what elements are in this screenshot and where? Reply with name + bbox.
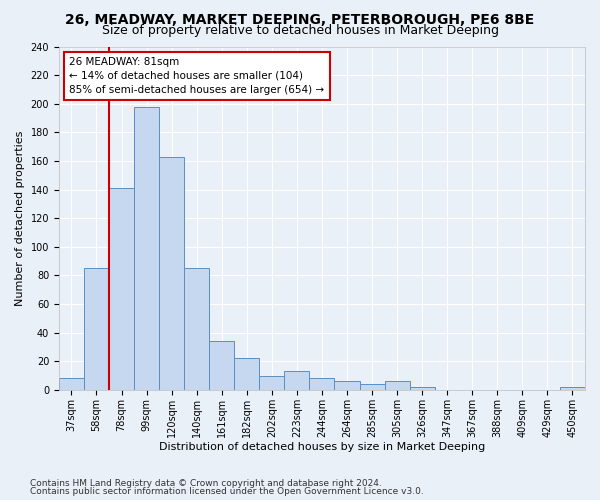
Bar: [159, 156, 184, 390]
Bar: [59, 378, 84, 390]
Bar: [410, 387, 434, 390]
Bar: [109, 188, 134, 390]
Text: Contains public sector information licensed under the Open Government Licence v3: Contains public sector information licen…: [30, 487, 424, 496]
Bar: [359, 384, 385, 390]
Bar: [560, 387, 585, 390]
Bar: [310, 378, 334, 390]
Bar: [259, 376, 284, 390]
Text: Contains HM Land Registry data © Crown copyright and database right 2024.: Contains HM Land Registry data © Crown c…: [30, 478, 382, 488]
Bar: [334, 382, 359, 390]
Text: Size of property relative to detached houses in Market Deeping: Size of property relative to detached ho…: [101, 24, 499, 37]
Text: 26, MEADWAY, MARKET DEEPING, PETERBOROUGH, PE6 8BE: 26, MEADWAY, MARKET DEEPING, PETERBOROUG…: [65, 12, 535, 26]
Bar: [84, 268, 109, 390]
Bar: [184, 268, 209, 390]
Bar: [209, 342, 234, 390]
X-axis label: Distribution of detached houses by size in Market Deeping: Distribution of detached houses by size …: [159, 442, 485, 452]
Bar: [134, 106, 159, 390]
Text: 26 MEADWAY: 81sqm
← 14% of detached houses are smaller (104)
85% of semi-detache: 26 MEADWAY: 81sqm ← 14% of detached hous…: [70, 57, 325, 95]
Bar: [284, 372, 310, 390]
Bar: [385, 382, 410, 390]
Y-axis label: Number of detached properties: Number of detached properties: [15, 130, 25, 306]
Bar: [234, 358, 259, 390]
